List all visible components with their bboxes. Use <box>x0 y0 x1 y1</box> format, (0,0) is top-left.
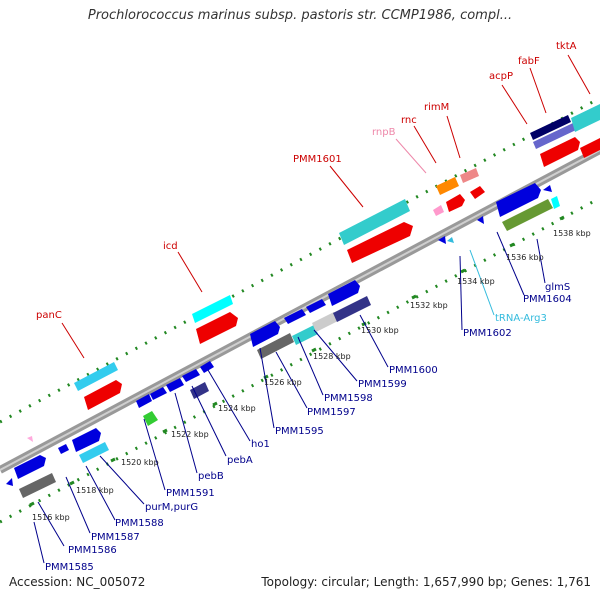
gene-label-PMM1600[interactable]: PMM1600 <box>389 365 438 376</box>
gene-label-rimM[interactable]: rimM <box>424 102 449 113</box>
gene-PMM1588-a[interactable] <box>72 428 101 452</box>
gene-PMM1586[interactable] <box>19 473 56 498</box>
gene-acpP-dark[interactable] <box>530 115 571 140</box>
gene-PMM1595[interactable] <box>257 333 294 359</box>
gene-PMM1598[interactable] <box>292 325 318 345</box>
gene-label-PMM1588[interactable]: PMM1588 <box>115 518 164 529</box>
gene-label-tRNA-Arg3[interactable]: tRNA-Arg3 <box>495 313 547 324</box>
gene-label-rnc[interactable]: rnc <box>401 115 417 126</box>
kbp-label: 1518 kbp <box>76 486 114 495</box>
gene-label-PMM1599[interactable]: PMM1599 <box>358 379 407 390</box>
lower-callout-lines <box>33 231 546 564</box>
gene-PMM1601[interactable] <box>347 222 413 263</box>
gene-PMM1600-blue[interactable] <box>328 280 360 306</box>
gene-label-panC[interactable]: panC <box>36 310 62 321</box>
upper-callout-lines <box>61 54 591 359</box>
gene-label-purM-purG[interactable]: purM,purG <box>145 502 198 513</box>
gene-label-PMM1587[interactable]: PMM1587 <box>91 532 140 543</box>
kbp-label: 1532 kbp <box>410 301 448 310</box>
gene-panC[interactable] <box>84 380 122 410</box>
gene-panC-rna[interactable] <box>74 362 118 391</box>
page-title: Prochlorococcus marinus subsp. pastoris … <box>87 8 513 23</box>
gene-label-tktA[interactable]: tktA <box>556 41 577 52</box>
gene-PMM1591[interactable] <box>182 369 200 382</box>
gene-purM-b[interactable] <box>150 387 167 400</box>
gene-PMM1600[interactable] <box>333 296 371 322</box>
upper-gene-labels: panC icd PMM1601 rnpB rnc rimM acpP fabF… <box>36 41 577 321</box>
scale-labels: 1516 kbp 1518 kbp 1520 kbp 1522 kbp 1524… <box>32 229 591 522</box>
gene-PMM1597-a[interactable] <box>284 309 306 324</box>
gene-tktA-rna[interactable] <box>571 104 600 132</box>
gene-glmS[interactable] <box>502 199 553 231</box>
gene-rimM-a[interactable] <box>446 194 465 212</box>
gene-PMM1602[interactable] <box>438 236 446 244</box>
gene-PMM1597-b[interactable] <box>306 299 326 313</box>
gene-PMM1604[interactable] <box>496 183 541 217</box>
kbp-label: 1530 kbp <box>361 326 399 335</box>
gene-PMM1601-rna[interactable] <box>339 199 410 245</box>
scale-major-ticks <box>29 215 565 507</box>
gene-label-glmS[interactable]: glmS <box>545 282 570 293</box>
kbp-label: 1538 kbp <box>553 229 591 238</box>
kbp-label: 1524 kbp <box>218 404 256 413</box>
gene-acpP-mid[interactable] <box>533 123 576 149</box>
kbp-label: 1528 kbp <box>313 352 351 361</box>
kbp-label: 1536 kbp <box>506 253 544 262</box>
genome-summary-text: Topology: circular; Length: 1,657,990 bp… <box>261 575 591 589</box>
gene-pebA[interactable] <box>190 382 209 399</box>
gene-small-blue-2[interactable] <box>477 216 484 224</box>
gene-pebB[interactable] <box>200 361 214 373</box>
gene-icd-rna[interactable] <box>192 295 233 323</box>
gene-rimM-b[interactable] <box>470 186 485 199</box>
kbp-label: 1526 kbp <box>264 378 302 387</box>
gene-label-icd[interactable]: icd <box>163 241 178 252</box>
gene-label-PMM1591[interactable]: PMM1591 <box>166 488 215 499</box>
gene-tRNA-Arg3[interactable] <box>447 237 454 243</box>
lower-strand-genes <box>6 183 560 498</box>
gene-PMM1585-b[interactable] <box>6 478 13 486</box>
gene-label-PMM1604[interactable]: PMM1604 <box>523 294 572 305</box>
gene-label-PMM1597[interactable]: PMM1597 <box>307 407 356 418</box>
upper-strand-genes <box>27 104 600 442</box>
gene-rnc[interactable] <box>436 177 459 195</box>
gene-label-PMM1601[interactable]: PMM1601 <box>293 154 342 165</box>
gene-label-pebB[interactable]: pebB <box>198 471 224 482</box>
kbp-label: 1516 kbp <box>32 513 70 522</box>
gene-purM-a[interactable] <box>136 394 152 408</box>
gene-purM-rna[interactable] <box>79 442 109 463</box>
lower-gene-labels: PMM1585 PMM1586 PMM1587 PMM1588 purM,pur… <box>45 282 572 573</box>
gene-label-pebA[interactable]: pebA <box>227 455 253 466</box>
gene-label-fabF[interactable]: fabF <box>518 56 540 67</box>
gene-rimM-rna[interactable] <box>460 168 479 183</box>
gene-purG[interactable] <box>166 378 184 392</box>
gene-label-PMM1598[interactable]: PMM1598 <box>324 393 373 404</box>
accession-text: Accession: NC_005072 <box>9 575 146 589</box>
gene-PMM1585[interactable] <box>14 455 46 479</box>
gene-label-PMM1586[interactable]: PMM1586 <box>68 545 117 556</box>
gene-ho1[interactable] <box>250 321 280 347</box>
gene-fabF[interactable] <box>540 137 580 167</box>
kbp-label: 1522 kbp <box>171 430 209 439</box>
gene-label-PMM1602[interactable]: PMM1602 <box>463 328 512 339</box>
gene-right-blue[interactable] <box>543 185 552 192</box>
gene-PMM1599[interactable] <box>312 312 338 332</box>
kbp-label: 1520 kbp <box>121 458 159 467</box>
gene-rnpB[interactable] <box>433 205 444 216</box>
gene-label-PMM1585[interactable]: PMM1585 <box>45 562 94 573</box>
gene-label-rnpB[interactable]: rnpB <box>372 127 396 138</box>
gene-tktA[interactable] <box>580 138 600 158</box>
gene-PMM1587[interactable] <box>58 444 69 454</box>
gene-green[interactable] <box>143 411 158 426</box>
gene-label-acpP[interactable]: acpP <box>489 71 513 82</box>
gene-small-pink <box>27 436 33 442</box>
kbp-label: 1534 kbp <box>457 277 495 286</box>
gene-small-cyan[interactable] <box>551 196 560 209</box>
gene-label-ho1[interactable]: ho1 <box>251 439 270 450</box>
gene-icd[interactable] <box>196 312 238 344</box>
gene-label-PMM1595[interactable]: PMM1595 <box>275 426 324 437</box>
